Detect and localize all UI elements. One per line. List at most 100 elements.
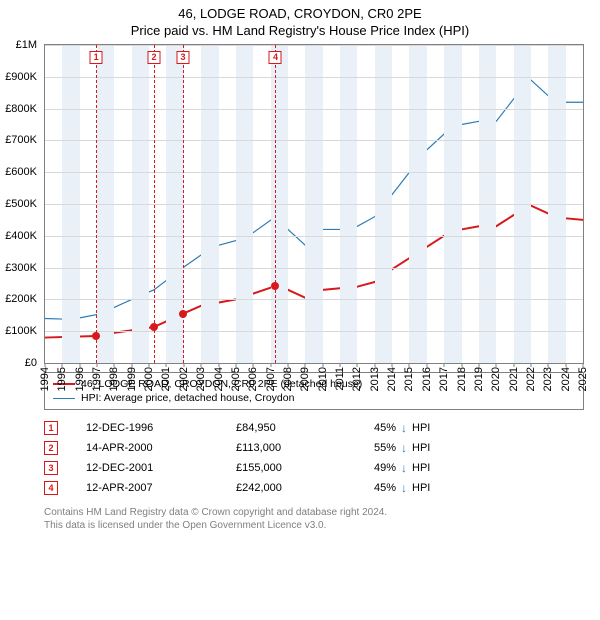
y-gridline	[45, 77, 583, 78]
y-gridline	[45, 299, 583, 300]
sale-row-date: 12-DEC-1996	[86, 422, 236, 434]
x-axis-year: 2018	[456, 367, 468, 391]
x-axis-year: 2009	[299, 367, 311, 391]
sale-row-pct: 45%	[356, 482, 396, 494]
sale-marker-number: 3	[176, 51, 189, 64]
x-axis-year: 2001	[160, 367, 172, 391]
y-axis-label: £200K	[5, 293, 37, 305]
sale-marker-line	[154, 45, 155, 363]
sale-point	[150, 323, 158, 331]
x-axis-year: 2012	[351, 367, 363, 391]
x-axis-year: 2006	[247, 367, 259, 391]
y-axis-label: £100K	[5, 325, 37, 337]
sales-table: 112-DEC-1996£84,95045%↓HPI214-APR-2000£1…	[44, 418, 584, 498]
sale-row-hpi-label: HPI	[412, 482, 430, 494]
title-subtitle: Price paid vs. HM Land Registry's House …	[0, 23, 600, 38]
y-gridline	[45, 268, 583, 269]
sale-marker-number: 1	[90, 51, 103, 64]
sale-row-date: 14-APR-2000	[86, 442, 236, 454]
x-axis-year: 2010	[317, 367, 329, 391]
down-arrow-icon: ↓	[396, 442, 412, 454]
x-axis-year: 2019	[473, 367, 485, 391]
x-axis-year: 2004	[213, 367, 225, 391]
legend-row-hpi: HPI: Average price, detached house, Croy…	[53, 391, 575, 405]
footer-line1: Contains HM Land Registry data © Crown c…	[44, 506, 584, 519]
legend: 46, LODGE ROAD, CROYDON, CR0 2PE (detach…	[44, 372, 584, 410]
y-gridline	[45, 45, 583, 46]
down-arrow-icon: ↓	[396, 422, 412, 434]
sale-row-date: 12-APR-2007	[86, 482, 236, 494]
y-axis-label: £400K	[5, 230, 37, 242]
y-gridline	[45, 172, 583, 173]
sales-table-row: 4 12-APR-2007£242,00045%↓HPI	[44, 478, 584, 498]
y-gridline	[45, 140, 583, 141]
title-address: 46, LODGE ROAD, CROYDON, CR0 2PE	[0, 6, 600, 21]
x-axis-year: 1997	[91, 367, 103, 391]
y-gridline	[45, 109, 583, 110]
sales-table-row: 2 14-APR-2000£113,00055%↓HPI	[44, 438, 584, 458]
sale-row-price: £242,000	[236, 482, 356, 494]
down-arrow-icon: ↓	[396, 462, 412, 474]
sale-row-price: £155,000	[236, 462, 356, 474]
sale-marker-number: 2	[147, 51, 160, 64]
sale-point	[92, 332, 100, 340]
x-axis-year: 2014	[386, 367, 398, 391]
sale-row-number: 2	[44, 441, 58, 455]
sale-row-hpi-label: HPI	[412, 442, 430, 454]
x-axis-year: 2008	[282, 367, 294, 391]
y-axis-label: £800K	[5, 103, 37, 115]
x-axis-year: 2023	[542, 367, 554, 391]
y-gridline	[45, 204, 583, 205]
sale-row-pct: 55%	[356, 442, 396, 454]
footer-attribution: Contains HM Land Registry data © Crown c…	[44, 506, 584, 532]
sale-row-number: 3	[44, 461, 58, 475]
y-axis-label: £1M	[16, 39, 37, 51]
x-axis-year: 2017	[438, 367, 450, 391]
sale-row-price: £113,000	[236, 442, 356, 454]
y-gridline	[45, 236, 583, 237]
sale-row-date: 12-DEC-2001	[86, 462, 236, 474]
sale-marker-line	[275, 45, 276, 363]
x-axis-year: 1994	[39, 367, 51, 391]
y-axis-label: £700K	[5, 134, 37, 146]
footer-line2: This data is licensed under the Open Gov…	[44, 519, 584, 532]
x-axis-year: 2007	[265, 367, 277, 391]
x-axis-year: 2013	[369, 367, 381, 391]
x-axis-year: 1999	[126, 367, 138, 391]
x-axis-year: 2022	[525, 367, 537, 391]
sale-row-pct: 49%	[356, 462, 396, 474]
y-axis-label: £300K	[5, 262, 37, 274]
y-axis-label: £600K	[5, 166, 37, 178]
y-gridline	[45, 331, 583, 332]
sale-marker-line	[96, 45, 97, 363]
x-axis-year: 2024	[560, 367, 572, 391]
sale-row-pct: 45%	[356, 422, 396, 434]
y-axis-labels: £0£100K£200K£300K£400K£500K£600K£700K£80…	[1, 45, 41, 363]
x-axis-year: 1998	[108, 367, 120, 391]
title-block: 46, LODGE ROAD, CROYDON, CR0 2PE Price p…	[0, 0, 600, 38]
y-axis-label: £900K	[5, 71, 37, 83]
x-axis-year: 2025	[577, 367, 589, 391]
sale-row-hpi-label: HPI	[412, 422, 430, 434]
x-axis-year: 2000	[143, 367, 155, 391]
sale-point	[271, 282, 279, 290]
x-axis-year: 2016	[421, 367, 433, 391]
x-axis-year: 2002	[178, 367, 190, 391]
x-axis-year: 1996	[74, 367, 86, 391]
legend-label-hpi: HPI: Average price, detached house, Croy…	[81, 392, 294, 404]
sale-row-hpi-label: HPI	[412, 462, 430, 474]
x-axis-year: 2020	[490, 367, 502, 391]
x-axis-year: 1995	[56, 367, 68, 391]
sale-point	[179, 310, 187, 318]
x-axis-year: 2003	[195, 367, 207, 391]
y-axis-label: £500K	[5, 198, 37, 210]
sale-marker-number: 4	[269, 51, 282, 64]
sales-table-row: 3 12-DEC-2001£155,00049%↓HPI	[44, 458, 584, 478]
down-arrow-icon: ↓	[396, 482, 412, 494]
sale-row-price: £84,950	[236, 422, 356, 434]
x-axis-year: 2021	[508, 367, 520, 391]
sale-row-number: 4	[44, 481, 58, 495]
y-axis-label: £0	[25, 357, 37, 369]
price-chart: £0£100K£200K£300K£400K£500K£600K£700K£80…	[44, 44, 584, 364]
sale-row-number: 1	[44, 421, 58, 435]
